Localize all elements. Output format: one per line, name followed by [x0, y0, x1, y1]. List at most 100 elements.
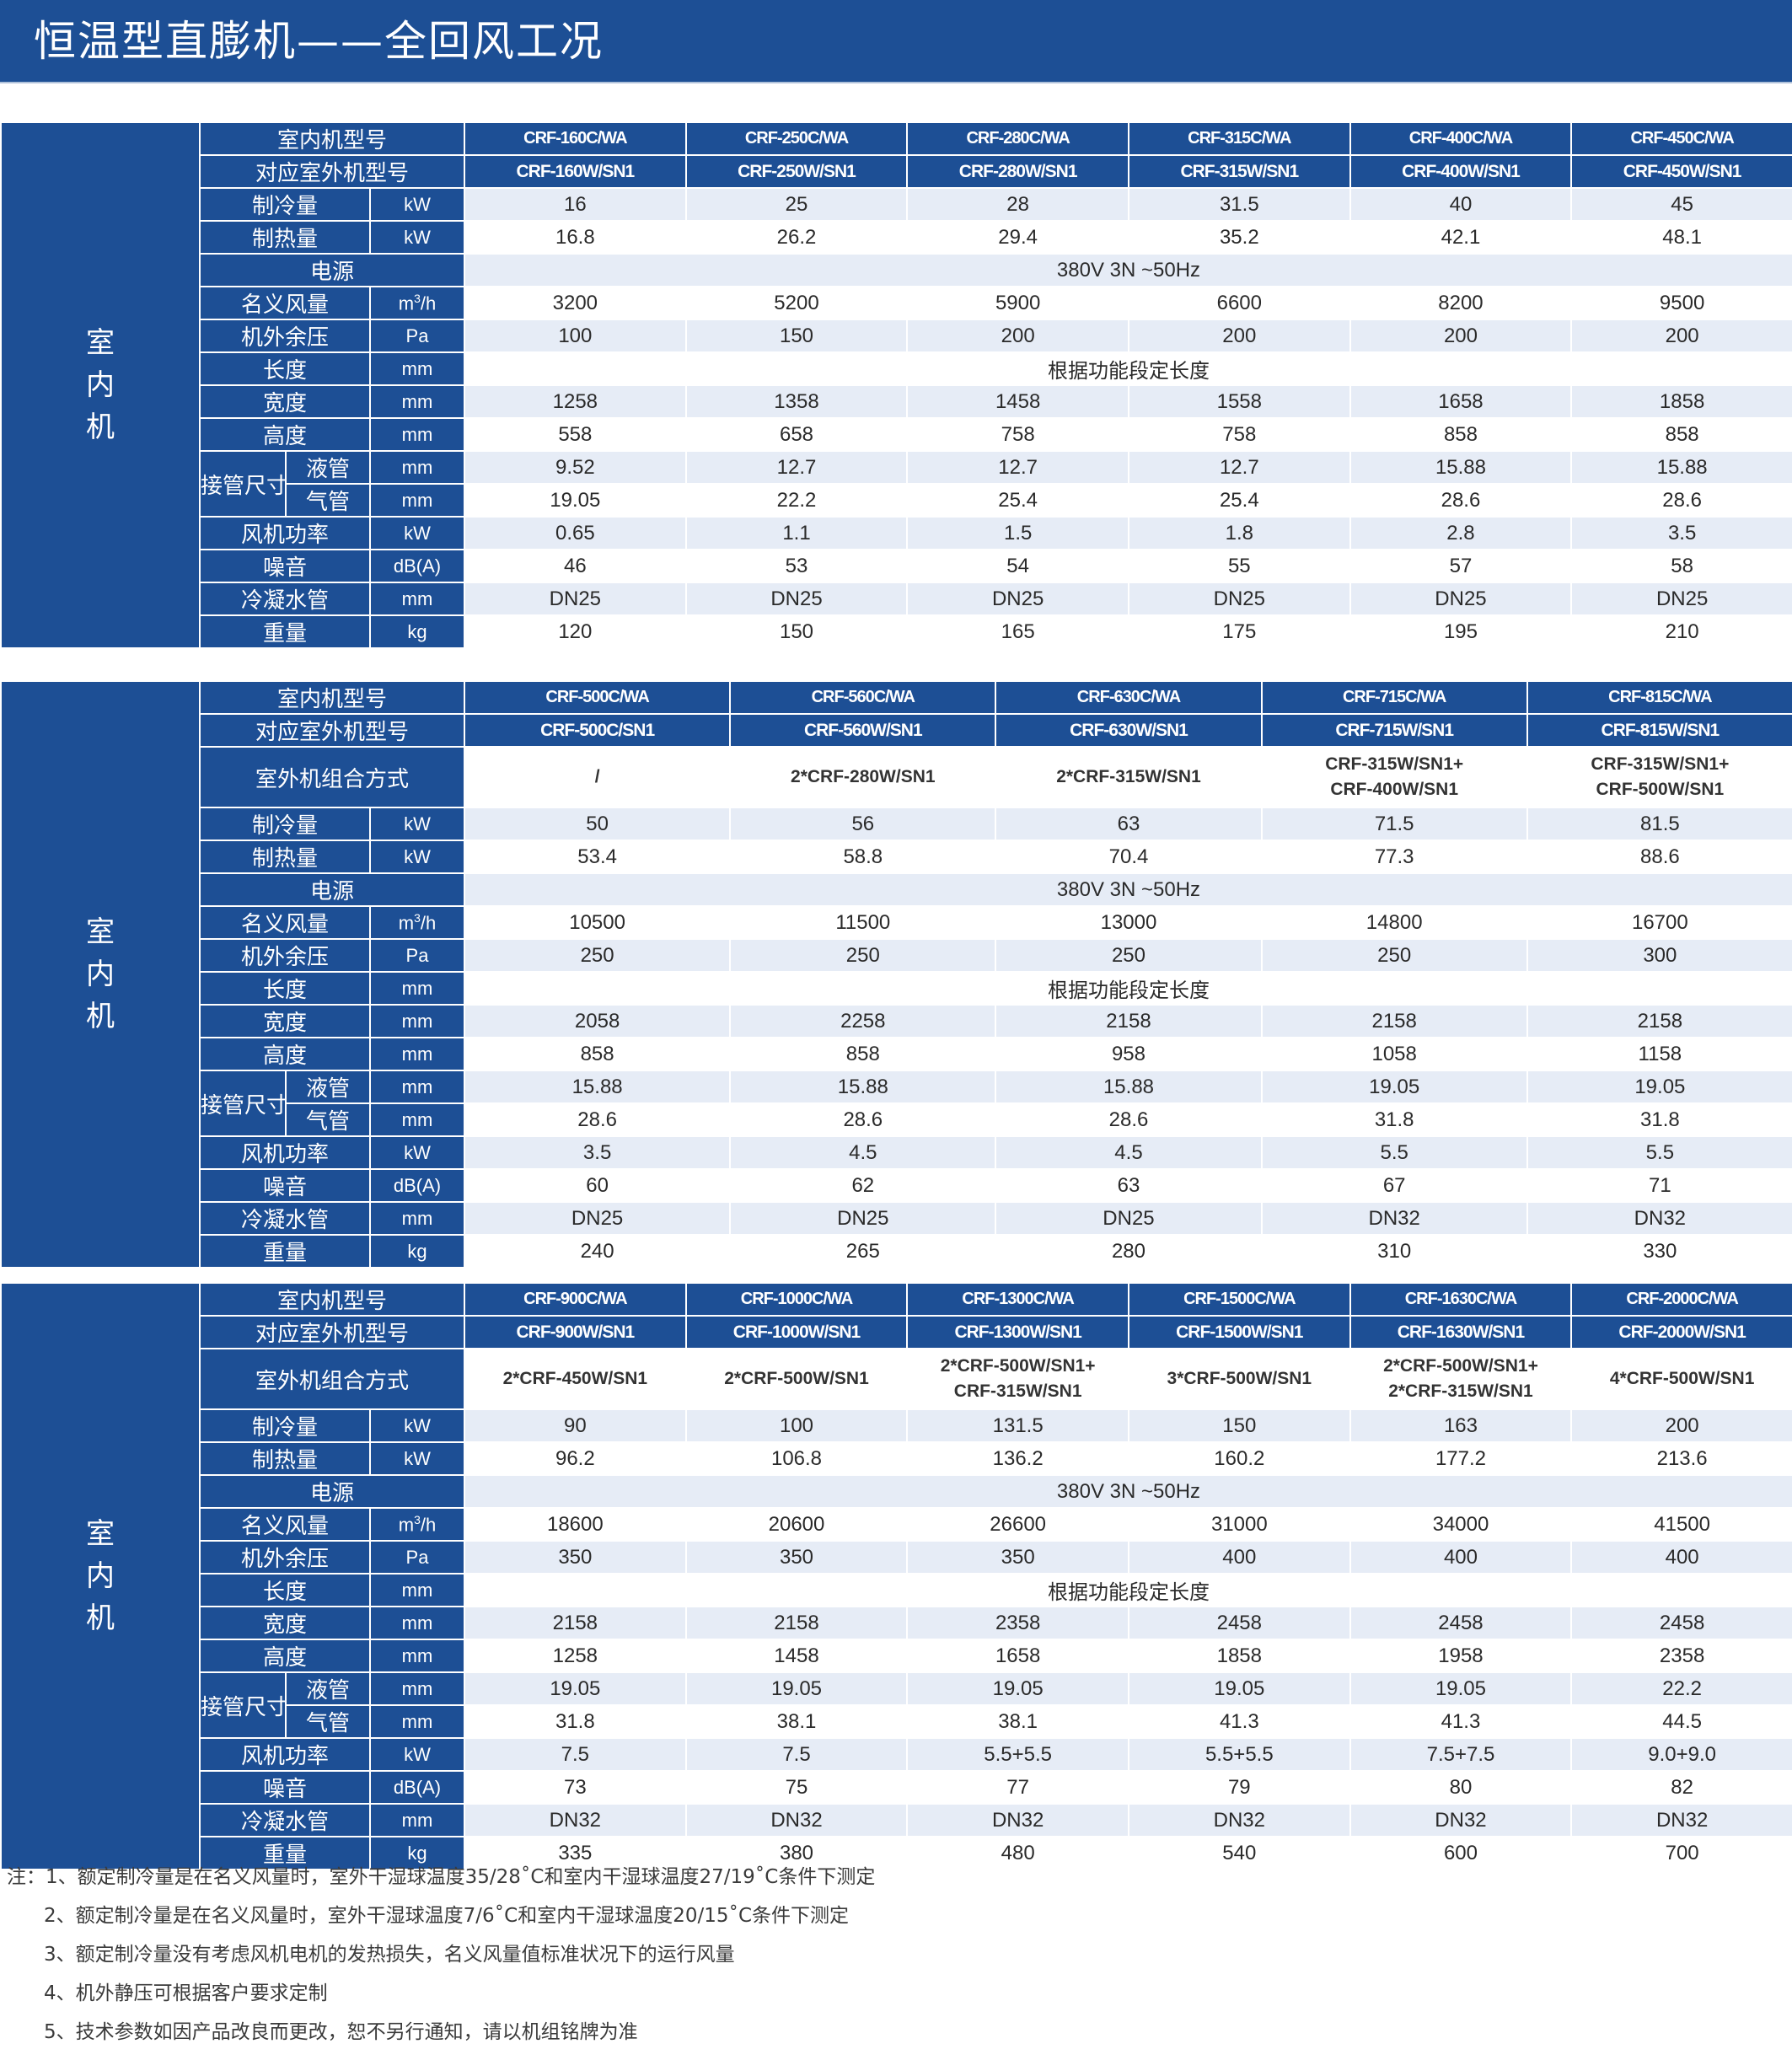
height-cell: 858 — [729, 1037, 997, 1071]
fan-power-cell: 4.5 — [995, 1135, 1263, 1170]
unit-gas-pipe: mm — [368, 483, 466, 518]
label-heating-capacity: 制热量 — [199, 1441, 371, 1476]
unit-heating-capacity: kW — [368, 220, 466, 255]
table-row: 制热量 kW 16.8 26.2 29.4 35.2 42.1 48.1 — [1, 220, 1792, 255]
cooling-capacity-cell: 56 — [729, 807, 997, 841]
cooling-capacity-cell: 200 — [1570, 1408, 1792, 1443]
weight-cell: 175 — [1127, 614, 1351, 649]
drain-pipe-cell: DN32 — [464, 1803, 687, 1837]
label-power-supply: 电源 — [198, 253, 466, 287]
indoor-model-cell: CRF-280C/WA — [906, 121, 1129, 156]
outdoor-model-cell: CRF-1300W/SN1 — [906, 1315, 1129, 1349]
height-cell: 1658 — [906, 1639, 1129, 1673]
label-nominal-airflow: 名义风量 — [199, 1507, 371, 1542]
label-external-pressure: 机外余压 — [199, 938, 371, 973]
label-nominal-airflow: 名义风量 — [199, 905, 371, 940]
nominal-airflow-cell: 5200 — [684, 286, 909, 320]
heating-capacity-cell: 26.2 — [684, 220, 909, 255]
unit-drain-pipe: mm — [368, 1803, 466, 1837]
table-row: 风机功率 kW 0.65 1.1 1.5 1.8 2.8 3.5 — [1, 516, 1792, 550]
outdoor-model-cell: CRF-2000W/SN1 — [1570, 1315, 1792, 1349]
gas-pipe-cell: 31.8 — [1260, 1102, 1528, 1137]
unit-gas-pipe: mm — [368, 1704, 466, 1739]
label-outdoor-model: 对应室外机型号 — [198, 1315, 466, 1349]
unit-external-pressure: Pa — [368, 319, 466, 353]
noise-cell: 54 — [906, 549, 1129, 583]
outdoor-combo-cell: 4*CRF-500W/SN1 — [1570, 1348, 1792, 1410]
noise-cell: 73 — [464, 1770, 687, 1805]
height-cell: 858 — [1570, 417, 1792, 452]
liquid-pipe-cell: 15.88 — [729, 1070, 997, 1104]
external-pressure-cell: 200 — [1127, 319, 1351, 353]
table-row: 制冷量 kW 16 25 28 31.5 40 45 — [1, 187, 1792, 222]
table-row: 制热量 kW 96.2 106.8 136.2 160.2 177.2 213.6 — [1, 1441, 1792, 1476]
table-row: 气管 mm 31.8 38.1 38.1 41.3 41.3 44.5 — [1, 1704, 1792, 1739]
label-heating-capacity: 制热量 — [199, 220, 371, 255]
table-row: 长度 mm 根据功能段定长度 — [1, 971, 1792, 1006]
unit-base: m — [398, 292, 415, 314]
width-cell: 2358 — [906, 1606, 1129, 1640]
cooling-capacity-cell: 40 — [1349, 187, 1573, 222]
drain-pipe-cell: DN32 — [1127, 1803, 1351, 1837]
noise-cell: 62 — [729, 1168, 997, 1203]
cooling-capacity-cell: 150 — [1127, 1408, 1351, 1443]
external-pressure-cell: 350 — [906, 1540, 1129, 1575]
fan-power-cell: 7.5 — [684, 1737, 909, 1772]
unit-tail: /h — [420, 1514, 437, 1536]
drain-pipe-cell: DN25 — [464, 1201, 732, 1236]
external-pressure-cell: 250 — [1260, 938, 1528, 973]
fan-power-cell: 7.5+7.5 — [1349, 1737, 1573, 1772]
label-gas-pipe: 气管 — [285, 1704, 371, 1739]
table-row: 高度 mm 558 658 758 758 858 858 — [1, 417, 1792, 452]
unit-length: mm — [368, 1573, 466, 1607]
table-row: 室 内 机室内机型号 CRF-160C/WA CRF-250C/WA CRF-280C… — [0, 121, 1792, 649]
combo-line: CRF-315W/SN1+ — [1325, 754, 1464, 774]
fan-power-cell: 1.8 — [1127, 516, 1351, 550]
unit-nominal-airflow: m3/h — [368, 1507, 466, 1542]
weight-cell: 195 — [1349, 614, 1573, 649]
height-cell: 858 — [1349, 417, 1573, 452]
unit-superscript: 3 — [414, 910, 421, 925]
label-drain-pipe: 冷凝水管 — [199, 582, 371, 616]
combo-line: 2*CRF-315W/SN1 — [1388, 1381, 1533, 1401]
fan-power-cell: 7.5 — [464, 1737, 687, 1772]
noise-cell: 46 — [464, 549, 687, 583]
table-row: 冷凝水管 mm DN25 DN25 DN25 DN25 DN25 DN25 — [1, 582, 1792, 616]
outdoor-model-cell: CRF-1000W/SN1 — [684, 1315, 909, 1349]
drain-pipe-cell: DN25 — [1570, 582, 1792, 616]
drain-pipe-cell: DN25 — [684, 582, 909, 616]
noise-cell: 58 — [1570, 549, 1792, 583]
nominal-airflow-cell: 9500 — [1570, 286, 1792, 320]
noise-cell: 53 — [684, 549, 909, 583]
fan-power-cell: 5.5+5.5 — [906, 1737, 1129, 1772]
gas-pipe-cell: 31.8 — [464, 1704, 687, 1739]
width-cell: 2058 — [464, 1004, 732, 1038]
heating-capacity-cell: 58.8 — [729, 840, 997, 874]
liquid-pipe-cell: 19.05 — [684, 1671, 909, 1706]
table-row: 名义风量 m3/h 10500 11500 13000 14800 16700 — [1, 905, 1792, 940]
label-fan-power: 风机功率 — [199, 516, 371, 550]
table-row: 风机功率 kW 3.5 4.5 4.5 5.5 5.5 — [1, 1135, 1792, 1170]
drain-pipe-cell: DN32 — [1570, 1803, 1792, 1837]
indoor-model-cell: CRF-1500C/WA — [1127, 1282, 1351, 1317]
unit-cooling-capacity: kW — [368, 807, 466, 841]
label-liquid-pipe: 液管 — [285, 1070, 371, 1104]
external-pressure-cell: 350 — [684, 1540, 909, 1575]
table-row: 电源 380V 3N ~50Hz — [1, 872, 1792, 907]
indoor-model-cell: CRF-715C/WA — [1260, 680, 1528, 715]
liquid-pipe-cell: 15.88 — [1349, 450, 1573, 485]
nominal-airflow-cell: 18600 — [464, 1507, 687, 1542]
cooling-capacity-cell: 100 — [684, 1408, 909, 1443]
unit-liquid-pipe: mm — [368, 1070, 466, 1104]
gas-pipe-cell: 41.3 — [1127, 1704, 1351, 1739]
external-pressure-cell: 150 — [684, 319, 909, 353]
unit-weight: kg — [368, 1234, 466, 1269]
combo-line: CRF-315W/SN1+ — [1591, 754, 1730, 774]
height-cell: 758 — [906, 417, 1129, 452]
external-pressure-cell: 200 — [1570, 319, 1792, 353]
combo-line: 2*CRF-280W/SN1 — [791, 767, 936, 786]
side-label-indoor-unit: 室 内 机 — [0, 1282, 201, 1870]
label-fan-power: 风机功率 — [199, 1135, 371, 1170]
external-pressure-cell: 400 — [1349, 1540, 1573, 1575]
label-indoor-model: 室内机型号 — [198, 121, 466, 156]
